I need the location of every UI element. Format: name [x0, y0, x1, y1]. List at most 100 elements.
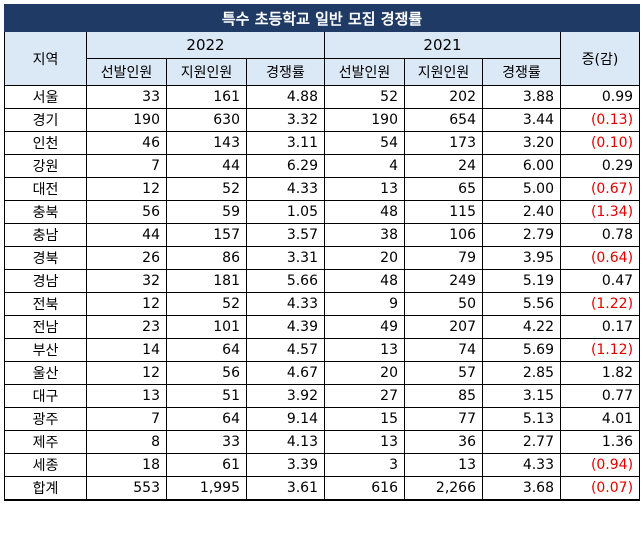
- cell-applicants-2022: 86: [166, 246, 247, 270]
- table-row: 대구 13 51 3.92 27 85 3.15 0.77: [4, 384, 641, 408]
- cell-rate-2022: 6.29: [246, 154, 325, 178]
- cell-applicants-2021: 57: [404, 361, 483, 385]
- cell-rate-2022: 4.39: [246, 315, 325, 339]
- cell-change: (0.13): [559, 108, 641, 132]
- competition-rate-table: 특수 초등학교 일반 모집 경쟁률 지역 2022 2021 증(감) 선발인원…: [3, 4, 641, 501]
- cell-applicants-2022: 630: [166, 108, 247, 132]
- cell-applicants-2021: 106: [404, 223, 483, 247]
- cell-selected-2021: 190: [324, 108, 405, 132]
- cell-rate-2022: 3.31: [246, 246, 325, 270]
- cell-rate-2022: 3.57: [246, 223, 325, 247]
- table-row: 충북 56 59 1.05 48 115 2.40 (1.34): [4, 200, 641, 224]
- cell-change: (1.12): [559, 338, 641, 362]
- cell-rate-2021: 5.19: [482, 269, 561, 293]
- cell-applicants-2021: 85: [404, 384, 483, 408]
- cell-selected-2022: 553: [86, 476, 167, 501]
- cell-applicants-2021: 2,266: [404, 476, 483, 501]
- header-rate-2022: 경쟁률: [246, 58, 325, 86]
- cell-region: 인천: [4, 131, 87, 155]
- cell-change: 0.99: [559, 85, 641, 109]
- cell-region: 제주: [4, 430, 87, 454]
- cell-selected-2022: 56: [86, 200, 167, 224]
- table-row: 광주 7 64 9.14 15 77 5.13 4.01: [4, 407, 641, 431]
- cell-region: 대구: [4, 384, 87, 408]
- cell-region: 광주: [4, 407, 87, 431]
- cell-selected-2022: 44: [86, 223, 167, 247]
- cell-selected-2022: 23: [86, 315, 167, 339]
- cell-selected-2022: 12: [86, 292, 167, 316]
- table-row: 인천 46 143 3.11 54 173 3.20 (0.10): [4, 131, 641, 155]
- cell-region: 충북: [4, 200, 87, 224]
- cell-selected-2022: 14: [86, 338, 167, 362]
- cell-selected-2022: 7: [86, 154, 167, 178]
- cell-change: (1.22): [559, 292, 641, 316]
- table-row: 경북 26 86 3.31 20 79 3.95 (0.64): [4, 246, 641, 270]
- cell-change: (0.07): [559, 476, 641, 501]
- cell-change: 1.82: [559, 361, 641, 385]
- cell-selected-2022: 8: [86, 430, 167, 454]
- cell-change: 4.01: [559, 407, 641, 431]
- cell-selected-2021: 13: [324, 430, 405, 454]
- cell-selected-2022: 13: [86, 384, 167, 408]
- cell-applicants-2022: 51: [166, 384, 247, 408]
- cell-applicants-2021: 654: [404, 108, 483, 132]
- cell-applicants-2021: 115: [404, 200, 483, 224]
- cell-rate-2022: 3.11: [246, 131, 325, 155]
- cell-selected-2021: 52: [324, 85, 405, 109]
- cell-applicants-2021: 249: [404, 269, 483, 293]
- cell-change: 0.17: [559, 315, 641, 339]
- cell-selected-2022: 46: [86, 131, 167, 155]
- cell-rate-2022: 4.67: [246, 361, 325, 385]
- cell-applicants-2022: 181: [166, 269, 247, 293]
- cell-rate-2022: 3.61: [246, 476, 325, 501]
- cell-rate-2021: 5.13: [482, 407, 561, 431]
- cell-rate-2022: 3.39: [246, 453, 325, 477]
- cell-selected-2022: 32: [86, 269, 167, 293]
- cell-applicants-2022: 44: [166, 154, 247, 178]
- cell-applicants-2021: 36: [404, 430, 483, 454]
- cell-selected-2021: 9: [324, 292, 405, 316]
- header-change: 증(감): [559, 31, 641, 86]
- cell-applicants-2022: 101: [166, 315, 247, 339]
- header-year-2021: 2021: [324, 31, 561, 59]
- table-row: 경남 32 181 5.66 48 249 5.19 0.47: [4, 269, 641, 293]
- cell-rate-2021: 5.00: [482, 177, 561, 201]
- cell-selected-2022: 18: [86, 453, 167, 477]
- cell-applicants-2022: 64: [166, 338, 247, 362]
- cell-applicants-2022: 33: [166, 430, 247, 454]
- cell-change: (1.34): [559, 200, 641, 224]
- cell-selected-2021: 49: [324, 315, 405, 339]
- cell-rate-2021: 3.44: [482, 108, 561, 132]
- cell-selected-2022: 190: [86, 108, 167, 132]
- cell-rate-2022: 1.05: [246, 200, 325, 224]
- cell-selected-2021: 38: [324, 223, 405, 247]
- header-row-metrics: 선발인원 지원인원 경쟁률 선발인원 지원인원 경쟁률: [5, 58, 640, 86]
- cell-region: 대전: [4, 177, 87, 201]
- cell-region: 경기: [4, 108, 87, 132]
- cell-rate-2021: 2.77: [482, 430, 561, 454]
- cell-rate-2021: 3.20: [482, 131, 561, 155]
- cell-selected-2021: 20: [324, 246, 405, 270]
- cell-rate-2021: 3.88: [482, 85, 561, 109]
- cell-region: 전남: [4, 315, 87, 339]
- cell-change: 0.78: [559, 223, 641, 247]
- cell-applicants-2022: 52: [166, 177, 247, 201]
- cell-selected-2022: 7: [86, 407, 167, 431]
- cell-rate-2021: 3.15: [482, 384, 561, 408]
- cell-applicants-2022: 59: [166, 200, 247, 224]
- cell-rate-2022: 4.57: [246, 338, 325, 362]
- cell-applicants-2022: 161: [166, 85, 247, 109]
- cell-rate-2022: 4.33: [246, 292, 325, 316]
- cell-selected-2022: 33: [86, 85, 167, 109]
- cell-selected-2021: 54: [324, 131, 405, 155]
- cell-applicants-2022: 52: [166, 292, 247, 316]
- cell-applicants-2022: 1,995: [166, 476, 247, 501]
- header-selected-2022: 선발인원: [86, 58, 167, 86]
- cell-selected-2021: 13: [324, 177, 405, 201]
- header-rate-2021: 경쟁률: [482, 58, 561, 86]
- cell-applicants-2021: 50: [404, 292, 483, 316]
- cell-applicants-2021: 65: [404, 177, 483, 201]
- cell-change: 0.29: [559, 154, 641, 178]
- cell-selected-2021: 13: [324, 338, 405, 362]
- cell-region: 세종: [4, 453, 87, 477]
